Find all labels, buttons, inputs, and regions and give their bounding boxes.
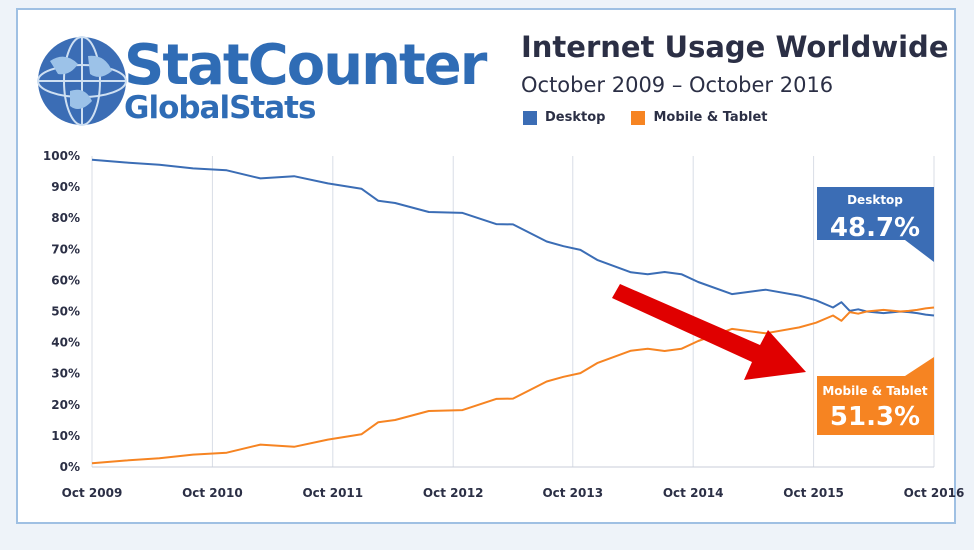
callout-desktop-label: Desktop — [847, 193, 903, 207]
legend-item-mobile: Mobile & Tablet — [631, 110, 768, 125]
y-tick-label: 70% — [51, 242, 80, 256]
red-arrow-icon — [612, 284, 806, 380]
y-tick-label: 30% — [51, 367, 80, 381]
y-tick-label: 100% — [43, 149, 80, 163]
callout-desktop-box — [817, 187, 934, 262]
y-tick-label: 20% — [51, 398, 80, 412]
logo-subwordmark: GlobalStats — [124, 90, 316, 126]
legend-label-mobile: Mobile & Tablet — [653, 110, 768, 125]
y-tick-label: 40% — [51, 336, 80, 350]
y-tick-label: 90% — [51, 180, 80, 194]
chart-frame — [16, 8, 956, 524]
x-tick-label: Oct 2011 — [302, 486, 363, 500]
x-tick-label: Oct 2010 — [182, 486, 243, 500]
chart-legend: Desktop Mobile & Tablet — [523, 110, 768, 125]
legend-swatch-desktop — [523, 110, 537, 125]
callout-mobile-box — [817, 357, 934, 435]
y-tick-label: 10% — [51, 429, 80, 443]
x-tick-label: Oct 2015 — [783, 486, 844, 500]
y-tick-label: 0% — [60, 460, 80, 474]
series-line-desktop — [91, 158, 935, 317]
legend-item-desktop: Desktop — [523, 110, 605, 125]
series-line-mobile — [91, 306, 935, 465]
callout-desktop-value: 48.7% — [830, 213, 920, 243]
chart-subtitle: October 2009 – October 2016 — [521, 73, 834, 97]
y-tick-label: 60% — [51, 273, 80, 287]
statcounter-logo: StatCounter GlobalStats — [30, 26, 487, 136]
callout-mobile-value: 51.3% — [830, 402, 920, 432]
y-tick-label: 80% — [51, 211, 80, 225]
chart-title: Internet Usage Worldwide — [521, 30, 949, 64]
x-tick-label: Oct 2012 — [423, 486, 484, 500]
callout-mobile-label: Mobile & Tablet — [822, 384, 928, 398]
y-tick-label: 50% — [51, 305, 80, 319]
legend-swatch-mobile — [631, 110, 646, 125]
globe-icon — [37, 36, 127, 126]
x-tick-label: Oct 2014 — [663, 486, 724, 500]
x-tick-label: Oct 2016 — [904, 486, 965, 500]
legend-label-desktop: Desktop — [545, 110, 606, 125]
logo-wordmark: StatCounter — [124, 33, 487, 98]
x-tick-label: Oct 2009 — [62, 486, 123, 500]
x-tick-label: Oct 2013 — [542, 486, 603, 500]
